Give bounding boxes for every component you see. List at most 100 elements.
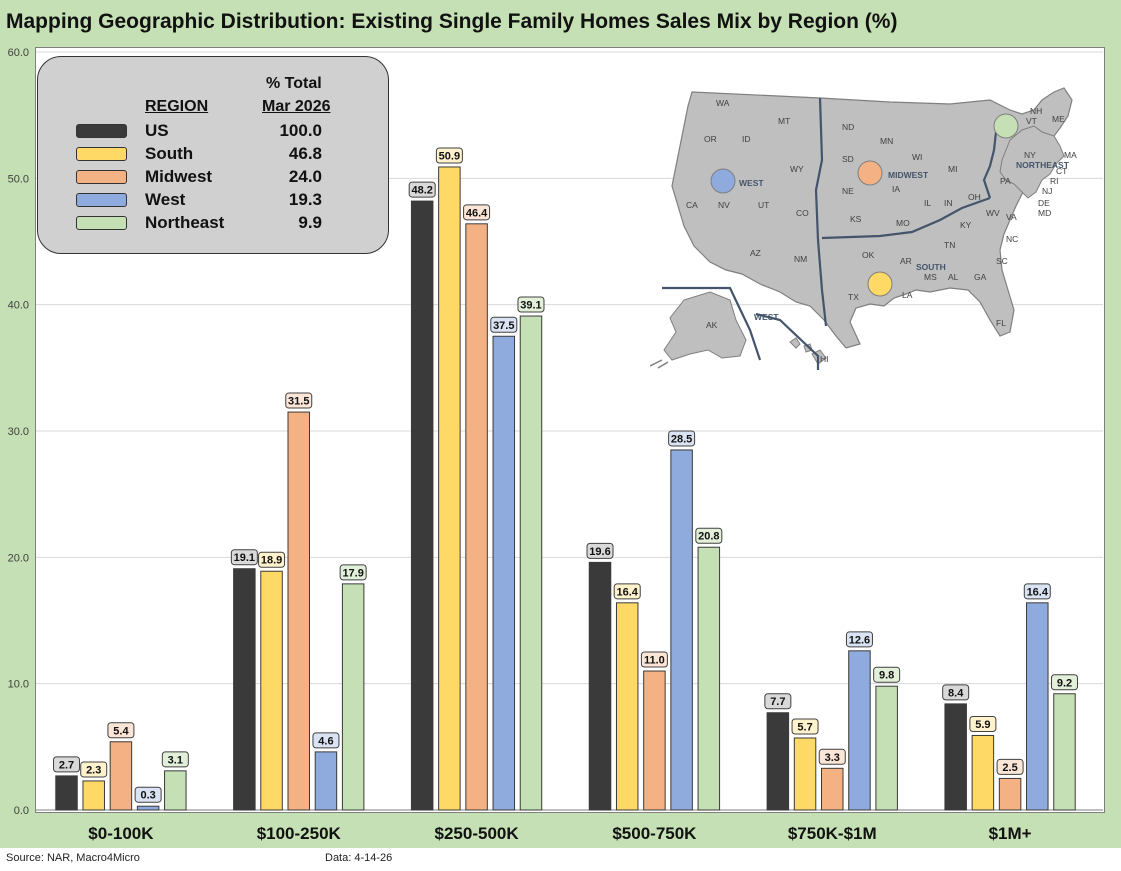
data-label-box <box>764 693 792 710</box>
data-label: 18.9 <box>261 555 282 567</box>
bar-west <box>314 751 338 811</box>
state-label-ny: NY <box>1024 150 1036 160</box>
data-label-box <box>996 758 1024 775</box>
data-label-box <box>1050 674 1078 691</box>
data-label: 3.1 <box>168 754 183 766</box>
state-label-wy: WY <box>790 164 804 174</box>
region-marker-west <box>710 168 736 194</box>
x-tick-label: $750K-$1M <box>788 824 877 843</box>
data-label-box <box>258 551 286 568</box>
legend-name-midwest: Midwest <box>145 167 213 186</box>
data-label-box <box>339 564 367 581</box>
legend-name-south: South <box>145 144 194 163</box>
data-label: 11.0 <box>644 655 665 667</box>
data-label: 50.9 <box>439 150 460 162</box>
state-label-de: DE <box>1038 198 1050 208</box>
state-label-id: ID <box>742 134 751 144</box>
region-boundary-northeast <box>982 131 998 199</box>
data-label: 39.1 <box>520 300 541 312</box>
legend-item-midwest: Midwest 24.0 <box>38 166 388 189</box>
region-label-south: SOUTH <box>916 262 946 272</box>
state-label-ct: CT <box>1056 166 1067 176</box>
state-label-nd: ND <box>842 122 854 132</box>
data-label: 5.7 <box>797 721 812 733</box>
state-label-la: LA <box>902 290 913 300</box>
state-label-in: IN <box>944 198 953 208</box>
bar-us <box>766 712 790 811</box>
bar-midwest <box>109 741 133 811</box>
state-label-tn: TN <box>944 240 955 250</box>
legend-value-midwest: 24.0 <box>288 167 322 186</box>
data-label-box <box>490 316 518 333</box>
data-label-box <box>969 715 997 732</box>
state-label-oh: OH <box>968 192 981 202</box>
alaska-shape <box>663 291 747 361</box>
bar-midwest <box>998 777 1022 811</box>
region-label-west-inset: WEST <box>754 312 779 322</box>
legend-swatch-us <box>76 124 127 138</box>
data-label: 16.4 <box>1027 586 1049 598</box>
data-label-box <box>791 718 819 735</box>
bar-chart: 0.0 10.0 20.0 30.0 40.0 50.0 60.0 2.7 2.3 5.4 0.3 3… <box>8 47 1103 843</box>
west-inset-border <box>662 286 820 370</box>
data-label: 0.3 <box>140 790 155 802</box>
data-label: 5.4 <box>113 725 129 737</box>
data-label-box <box>134 786 162 803</box>
data-label: 5.9 <box>975 719 990 731</box>
data-label: 31.5 <box>288 396 309 408</box>
data-label-box <box>408 181 436 198</box>
data-label: 17.9 <box>342 567 363 579</box>
state-label-or: OR <box>704 134 717 144</box>
data-label: 48.2 <box>411 185 432 197</box>
legend-value-west: 19.3 <box>288 190 322 209</box>
bar-south <box>82 780 105 811</box>
data-label: 16.4 <box>617 586 639 598</box>
y-tick-label: 20.0 <box>8 552 29 564</box>
data-label-box <box>80 761 108 778</box>
data-label-box <box>586 542 614 559</box>
state-label-ma: MA <box>1064 150 1077 160</box>
data-label-box <box>517 296 545 313</box>
state-label-mt: MT <box>778 116 790 126</box>
state-label-me: ME <box>1052 114 1065 124</box>
legend-item-south: South 46.8 <box>38 143 388 166</box>
footer-data-date: Data: 4-14-26 <box>325 852 393 864</box>
y-tick-label: 0.0 <box>14 805 29 817</box>
data-label: 2.5 <box>1002 762 1017 774</box>
data-label-box <box>107 722 135 739</box>
state-label-il: IL <box>924 198 931 208</box>
data-label-box <box>435 147 463 164</box>
alaska-island-chain <box>650 359 669 369</box>
state-label-ne: NE <box>842 186 854 196</box>
legend-region-header: REGION <box>145 98 209 115</box>
data-label: 28.5 <box>671 433 692 445</box>
state-label-mo: MO <box>896 218 910 228</box>
state-label-mi: MI <box>948 164 957 174</box>
bar-northeast <box>697 546 721 811</box>
data-label: 2.3 <box>86 764 101 776</box>
legend-swatch-northeast <box>76 216 127 230</box>
state-label-hi: HI <box>820 354 829 364</box>
bar-northeast <box>519 315 543 811</box>
state-label-ky: KY <box>960 220 972 230</box>
region-boundary-midwest-south <box>821 196 991 240</box>
data-label: 9.8 <box>879 670 894 682</box>
data-label-box <box>873 666 901 683</box>
y-tick-label: 30.0 <box>8 426 29 438</box>
bar-west <box>670 449 693 811</box>
region-label-midwest: MIDWEST <box>888 170 929 180</box>
data-label-box <box>845 631 873 648</box>
bar-us <box>410 200 434 811</box>
region-marker-midwest <box>857 160 883 186</box>
data-label-box <box>695 527 723 544</box>
data-label-box <box>285 392 313 409</box>
bar-south <box>793 737 817 811</box>
x-tick-label: $250-500K <box>435 824 520 843</box>
bar-northeast <box>341 583 365 811</box>
data-label: 8.4 <box>948 687 964 699</box>
region-marker-northeast <box>993 113 1019 139</box>
bar-us <box>55 775 78 811</box>
state-label-ia: IA <box>892 184 900 194</box>
bar-south <box>260 570 283 811</box>
bar-northeast <box>875 685 898 811</box>
